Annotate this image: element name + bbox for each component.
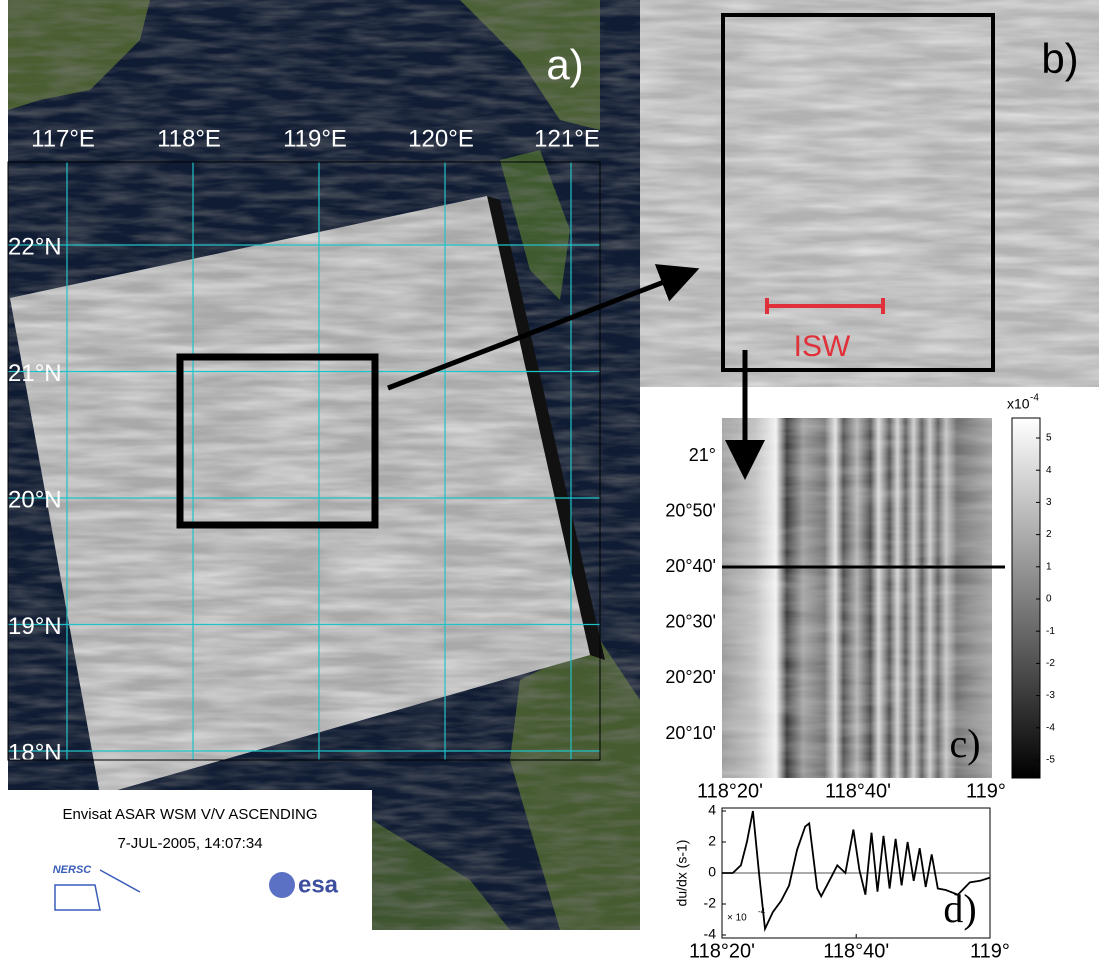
lon-label: 120°E (408, 125, 474, 152)
panel-b-texture (640, 0, 1099, 387)
colorbar-tick-label: -2 (1046, 658, 1055, 669)
lon-label: 121°E (534, 125, 600, 152)
colorbar-tick-label: -5 (1046, 755, 1055, 766)
x-tick-label: 118°40' (823, 940, 889, 962)
panel-label: b) (1041, 35, 1078, 82)
scale-note: × 10 (727, 913, 747, 924)
colorbar-tick-label: 4 (1046, 465, 1052, 476)
colorbar-multiplier: x10 (1007, 396, 1030, 412)
lat-label: 18°N (8, 739, 62, 766)
panel-label: a) (546, 41, 583, 88)
colorbar-tick-label: 2 (1046, 529, 1052, 540)
x-tick-label: 118°20' (689, 940, 755, 962)
logo-esa: esa (298, 871, 339, 898)
y-axis-label: du/dx (s-1) (674, 840, 690, 907)
colorbar-tick-label: 1 (1046, 561, 1052, 572)
x-tick-label: 119° (966, 780, 1006, 802)
y-tick-label: 0 (708, 864, 716, 880)
colorbar-tick-label: -1 (1046, 626, 1055, 637)
lon-label: 117°E (31, 125, 95, 152)
x-tick-label: 118°40' (825, 780, 891, 802)
isw-label: ISW (794, 330, 851, 363)
lat-label: 22°N (8, 233, 62, 260)
y-tick-label: 20°20' (665, 667, 716, 687)
colorbar-tick-label: 3 (1046, 497, 1052, 508)
lat-label: 19°N (8, 613, 62, 640)
lon-label: 118°E (157, 125, 221, 152)
y-tick-label: 20°10' (665, 723, 716, 743)
info-title: Envisat ASAR WSM V/V ASCENDING (62, 806, 317, 823)
lat-label: 20°N (8, 486, 62, 513)
y-tick-label: -2 (704, 895, 717, 911)
y-tick-label: 20°40' (665, 556, 716, 576)
colorbar-exponent: -4 (1030, 393, 1039, 404)
colorbar (1012, 418, 1040, 778)
x-tick-label: 118°20' (697, 780, 763, 802)
colorbar-tick-label: -4 (1046, 722, 1055, 733)
logo-nersc: NERSC (53, 864, 93, 876)
scale-exponent: -4 (758, 907, 766, 916)
colorbar-tick-label: 5 (1046, 433, 1052, 444)
logo-esa-circle (269, 872, 295, 898)
y-tick-label: 20°50' (665, 500, 716, 520)
y-tick-label: 2 (708, 833, 716, 849)
lat-label: 21°N (8, 360, 62, 387)
y-tick-label: 20°30' (665, 612, 716, 632)
x-tick-label: 119° (970, 940, 1010, 962)
lon-label: 119°E (283, 125, 347, 152)
figure: a) Envisat ASAR WSM V/V ASCENDING 7-JUL-… (0, 0, 1099, 965)
y-tick-label: 21° (689, 445, 716, 465)
colorbar-tick-label: -3 (1046, 690, 1055, 701)
panel-label: c) (949, 721, 980, 766)
y-tick-label: 4 (708, 802, 716, 818)
info-date: 7-JUL-2005, 14:07:34 (117, 835, 262, 852)
colorbar-tick-label: 0 (1046, 594, 1052, 605)
